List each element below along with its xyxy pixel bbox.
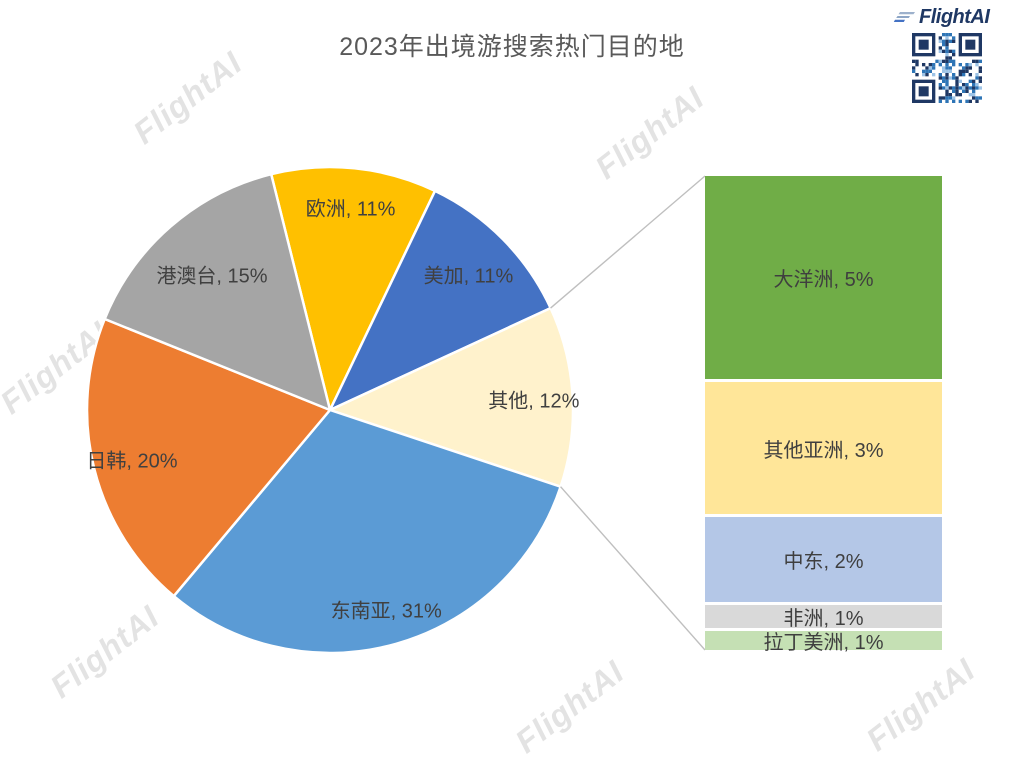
bar-segment-其他亚洲: 其他亚洲, 3%: [705, 382, 942, 514]
bar-segment-label: 拉丁美洲, 1%: [763, 632, 884, 654]
pie-slice-欧洲: [269, 165, 437, 412]
flightai-logo-text: FlightAI: [919, 6, 990, 28]
bar-segment-label: 其他亚洲, 3%: [763, 439, 884, 462]
bar-segment-非洲: 非洲, 1%: [705, 605, 942, 630]
pie-slice-label: 日韩, 20%: [86, 450, 178, 473]
pie-slice-港澳台: [103, 172, 332, 412]
pie-slice-label: 美加, 11%: [423, 265, 514, 287]
connector-line: [560, 486, 706, 651]
bar-segment-label: 中东, 2%: [783, 551, 864, 573]
pie-slice-label: 欧洲, 11%: [305, 198, 396, 221]
connector-line: [550, 175, 706, 309]
bar-segment-中东: 中东, 2%: [705, 517, 942, 602]
qr-code: [912, 33, 982, 103]
pie-slice-label: 港澳台, 15%: [156, 265, 268, 288]
flightai-logo-icon: [893, 11, 915, 22]
pie-slice-其他: [328, 306, 575, 488]
pie-slice-label: 东南亚, 31%: [330, 600, 442, 623]
bar-segment-大洋洲: 大洋洲, 5%: [705, 176, 942, 379]
bar-segment-拉丁美洲: 拉丁美洲, 1%: [705, 631, 942, 654]
bar-segment-label: 非洲, 1%: [783, 608, 864, 630]
pie-slice-美加: [328, 189, 552, 412]
pie-slice-label: 其他, 12%: [488, 390, 580, 413]
chart-title: 2023年出境游搜索热门目的地: [339, 33, 685, 61]
pie-slice-日韩: [85, 317, 332, 598]
pie-slice-东南亚: [172, 408, 562, 655]
flightai-logo: FlightAI: [893, 6, 990, 29]
bar-segment-label: 大洋洲, 5%: [773, 269, 874, 291]
